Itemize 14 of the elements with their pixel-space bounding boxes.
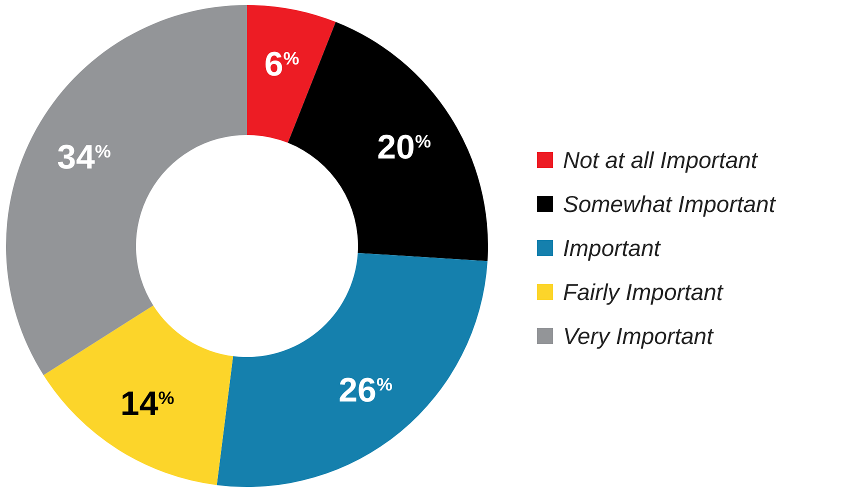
legend-label: Somewhat Important xyxy=(563,191,777,217)
legend-label: Very Important xyxy=(563,323,715,349)
donut-slice xyxy=(216,252,488,487)
donut-slice xyxy=(44,305,234,486)
data-label: 20$^{%}$ xyxy=(377,128,431,166)
legend-label: Fairly Important xyxy=(563,279,724,305)
data-label: 26$^{%}$ xyxy=(338,371,392,410)
data-label: 34$^{%}$ xyxy=(57,138,111,176)
data-label: 6$^{%}$ xyxy=(264,45,300,84)
legend-label: Important xyxy=(563,235,662,261)
legend-label: Not at all Important xyxy=(563,147,759,173)
donut-slice xyxy=(247,5,336,143)
data-label: 14$^{%}$ xyxy=(120,385,174,424)
donut-slice xyxy=(6,5,247,376)
